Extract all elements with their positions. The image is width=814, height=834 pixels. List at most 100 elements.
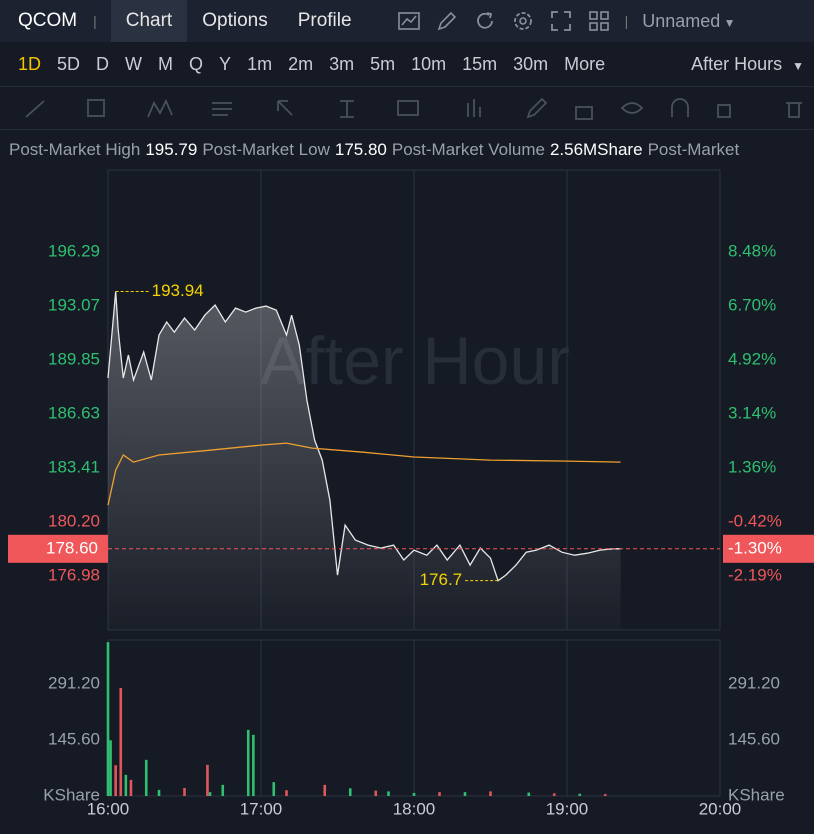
y-tick-label: 180.20 [48,511,100,530]
stat-label: Post-Market High [9,140,141,159]
magnet-tool[interactable] [671,98,689,117]
y-tick-label: 196.29 [48,242,100,261]
y2-tick-label: -0.42% [728,512,782,531]
y2-tick-label: -2.19% [728,565,782,584]
volume-bar [527,792,531,796]
volume-bar [252,734,255,796]
volume-bar [129,779,133,796]
y-tick-label: 193.07 [48,296,100,315]
session-name[interactable]: After Hours [691,53,783,74]
fib-tool[interactable] [212,102,232,116]
volume-tick-label-right: 145.60 [728,729,780,748]
y2-tick-label: 3.14% [728,404,776,423]
chart-icon[interactable] [397,9,421,33]
period[interactable]: W [125,53,143,74]
volume-bar [157,789,161,796]
volume-bar [578,793,582,796]
layer-tool[interactable] [717,104,731,118]
volume-tick-label-right: 291.20 [728,673,780,692]
volume-bar [285,790,288,796]
period[interactable]: 30m [513,53,549,74]
price-area [108,291,621,630]
period[interactable]: M [158,53,174,74]
stat-value: 175.80 [334,140,387,159]
stat-label: Post-Market Low [202,140,330,159]
watermark: After Hour [260,323,570,399]
y-tick-label: 189.85 [48,350,100,369]
series-line [107,291,621,582]
period[interactable]: Q [189,53,204,74]
volume-bar [323,784,327,796]
top-bar: QCOM | Chart Options Profile | Unnamed ▼ [0,0,814,42]
volume-bar [124,774,128,796]
rect-tool[interactable] [87,99,105,117]
fullscreen-icon[interactable] [549,9,573,33]
volume-tick-label: 291.20 [48,673,100,692]
separator: | [93,13,97,29]
period[interactable]: Y [219,53,232,74]
symbol[interactable]: QCOM [18,10,78,31]
period[interactable]: D [96,53,110,74]
line-tool[interactable] [25,100,45,118]
pattern-tool[interactable] [147,98,173,118]
x-tick-label: 16:00 [87,799,130,818]
visibility-tool[interactable] [620,102,644,114]
stat-label: Post-Market [647,140,740,159]
measure-tool[interactable] [340,100,354,118]
volume-bar [603,794,607,796]
volume-bar [438,792,441,796]
drawing-tool-icons [25,97,802,120]
period[interactable]: 10m [411,53,447,74]
period[interactable]: 5D [57,53,81,74]
tab[interactable]: Profile [297,10,352,31]
period[interactable]: 1D [18,53,42,74]
settings-icon[interactable] [511,9,535,33]
indicator-tool[interactable] [467,99,481,117]
brush-tool[interactable] [526,97,548,119]
period[interactable]: More [564,53,606,74]
period-bar: 1D 5D D W M Q Y 1m 2m 3m 5m 10m 15m 30m More After Hou… [0,42,814,86]
volume-bar [552,793,556,796]
lock-tool[interactable] [575,106,593,120]
layout-icon[interactable] [587,9,611,33]
period[interactable]: 15m [462,53,498,74]
x-tick-label: 17:00 [240,799,283,818]
volume-bar [109,740,112,796]
annotation-label: 193.94 [152,281,204,300]
volume-bar [463,792,467,796]
account-name[interactable]: Unnamed [642,10,721,31]
text-tool[interactable] [397,100,419,116]
period-list: 1D 5D D W M Q Y 1m 2m 3m 5m 10m 15m 30m More [18,54,621,75]
y2-tick-label: 8.48% [728,241,776,260]
volume-tick-label-right: KShare [728,785,785,804]
refresh-icon[interactable] [473,9,497,33]
y2-tick-label: 4.92% [728,350,776,369]
volume-bar [348,788,352,796]
volume-bar [106,642,110,796]
period[interactable]: 3m [329,53,355,74]
y2-tick-label: 6.70% [728,296,776,315]
last-price-label: 178.60 [46,538,98,557]
edit-icon[interactable] [435,9,459,33]
account[interactable]: Unnamed ▼ [642,11,735,32]
y-tick-label: 186.63 [48,404,100,423]
period[interactable]: 1m [247,53,273,74]
last-pct-box [723,534,814,563]
volume-bar [206,764,209,796]
delete-tool[interactable] [786,102,802,118]
volume-tick-label: KShare [43,785,100,804]
volume-bar [144,759,148,796]
volume-bar [221,784,225,796]
arrow-tool[interactable] [277,100,293,116]
dropdown-arrow: ▼ [792,58,804,73]
period[interactable]: 2m [288,53,314,74]
tab[interactable]: Chart [110,0,188,42]
period[interactable]: 5m [370,53,396,74]
session-select[interactable]: After Hours ▼ [691,54,804,75]
last-price-box [8,534,108,563]
tab[interactable]: Options [202,10,268,31]
series-line [107,442,621,506]
